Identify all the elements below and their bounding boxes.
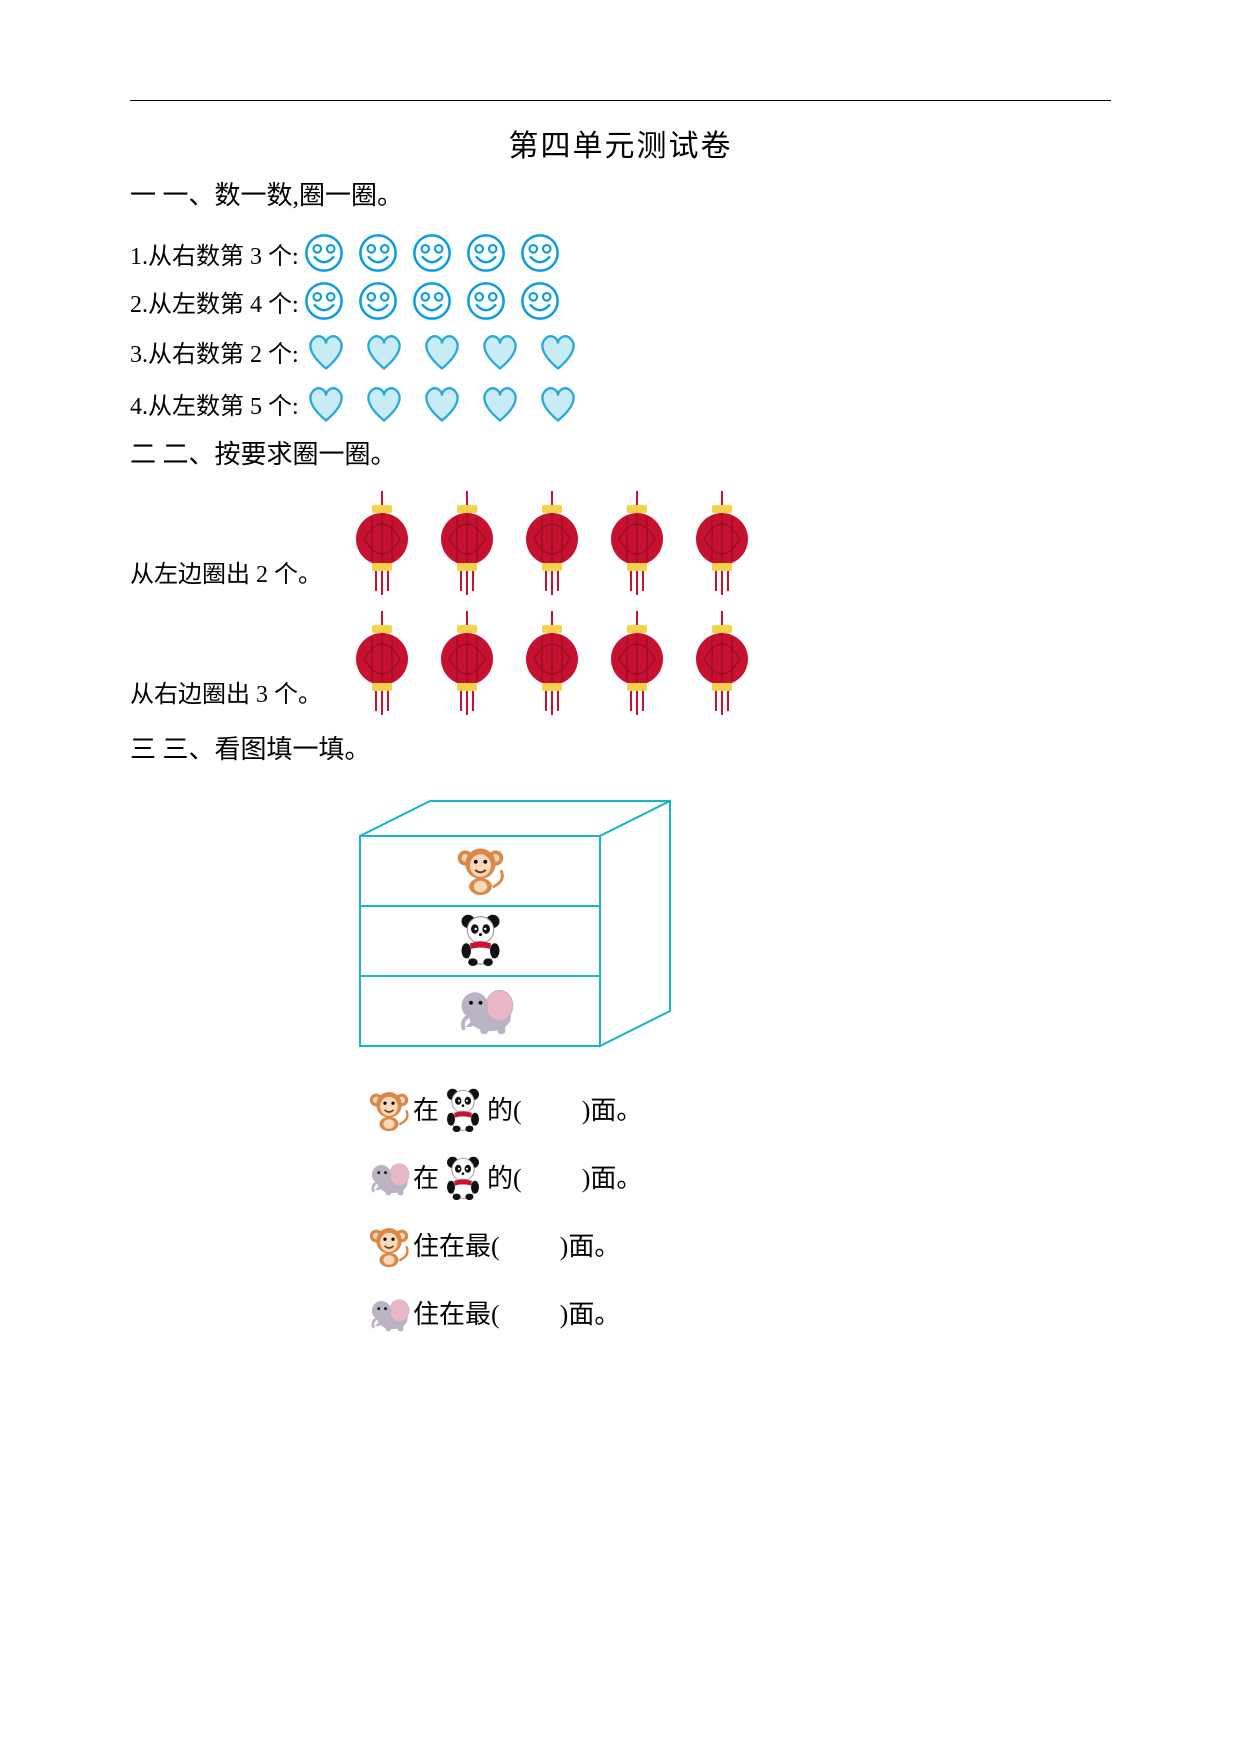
s1-label-0: 1.从右数第 3 个: <box>130 236 299 271</box>
monkey-icon <box>365 1084 413 1132</box>
section1-heading: 一 一、数一数,圈一圈。 <box>130 175 1111 212</box>
smile-icon <box>303 232 345 274</box>
elephant-icon <box>365 1288 413 1336</box>
heart-icon <box>303 380 349 426</box>
section2-row: 从右边圈出 3 个。 <box>130 611 1111 721</box>
lantern-icon <box>437 611 497 721</box>
s3-text-3a: 住在最( <box>413 1294 500 1331</box>
heart-icon <box>419 380 465 426</box>
s1-icons-2 <box>303 328 581 374</box>
section1-rows: 1.从右数第 3 个: 2.从左数第 4 个: <box>130 232 1111 426</box>
lantern-icon <box>607 491 667 601</box>
section2-rows: 从左边圈出 2 个。 <box>130 491 1111 721</box>
section3-lines: 在 的( )面。 在 <box>365 1081 1111 1339</box>
s3-text-2c: )面。 <box>560 1226 621 1263</box>
heart-icon <box>361 328 407 374</box>
smile-icon <box>411 280 453 322</box>
elephant-icon <box>365 1152 413 1200</box>
section2-heading: 二 二、按要求圈一圈。 <box>130 434 1111 471</box>
lantern-icon <box>437 491 497 601</box>
smile-icon <box>411 232 453 274</box>
heart-icon <box>477 380 523 426</box>
section1-row: 1.从右数第 3 个: <box>130 232 1111 274</box>
worksheet-page: 第四单元测试卷 一 一、数一数,圈一圈。 1.从右数第 3 个: 2.从左数第 … <box>0 0 1241 1754</box>
panda-icon <box>439 1084 487 1132</box>
smile-icon <box>465 280 507 322</box>
s2-label-1: 从右边圈出 3 个。 <box>130 674 322 709</box>
lantern-icon <box>692 491 752 601</box>
lantern-icon <box>522 491 582 601</box>
panda-icon <box>439 1152 487 1200</box>
s3-text-1c: )面。 <box>582 1158 643 1195</box>
s3-line-1: 在 的( )面。 <box>365 1149 1111 1203</box>
s3-text-3c: )面。 <box>560 1294 621 1331</box>
s1-icons-0 <box>303 232 561 274</box>
smile-icon <box>519 232 561 274</box>
heart-icon <box>535 328 581 374</box>
lantern-icon <box>352 611 412 721</box>
page-title: 第四单元测试卷 <box>130 121 1111 165</box>
s3-text-1a: 在 <box>413 1158 439 1195</box>
cabinet-svg <box>350 796 690 1056</box>
cabinet-scene <box>350 796 1111 1061</box>
s2-lanterns-0 <box>352 491 752 601</box>
section3-heading: 三 三、看图填一填。 <box>130 729 1111 766</box>
lantern-icon <box>607 611 667 721</box>
s3-text-2a: 住在最( <box>413 1226 500 1263</box>
smile-icon <box>357 280 399 322</box>
s3-line-2: 住在最( )面。 <box>365 1217 1111 1271</box>
s3-text-0a: 在 <box>413 1090 439 1127</box>
smile-icon <box>465 232 507 274</box>
heart-icon <box>303 328 349 374</box>
s2-label-0: 从左边圈出 2 个。 <box>130 554 322 589</box>
s1-label-3: 4.从左数第 5 个: <box>130 386 299 421</box>
heart-icon <box>535 380 581 426</box>
s3-text-0b: 的( <box>487 1090 522 1127</box>
lantern-icon <box>352 491 412 601</box>
heart-icon <box>477 328 523 374</box>
s3-line-3: 住在最( )面。 <box>365 1285 1111 1339</box>
s3-line-0: 在 的( )面。 <box>365 1081 1111 1135</box>
section2-row: 从左边圈出 2 个。 <box>130 491 1111 601</box>
monkey-icon <box>365 1220 413 1268</box>
s1-icons-3 <box>303 380 581 426</box>
top-rule <box>130 100 1111 101</box>
heart-icon <box>361 380 407 426</box>
s2-lanterns-1 <box>352 611 752 721</box>
smile-icon <box>303 280 345 322</box>
section1-row: 4.从左数第 5 个: <box>130 380 1111 426</box>
heart-icon <box>419 328 465 374</box>
s3-text-0c: )面。 <box>582 1090 643 1127</box>
s1-label-2: 3.从右数第 2 个: <box>130 334 299 369</box>
lantern-icon <box>692 611 752 721</box>
smile-icon <box>519 280 561 322</box>
s1-icons-1 <box>303 280 561 322</box>
section1-row: 3.从右数第 2 个: <box>130 328 1111 374</box>
lantern-icon <box>522 611 582 721</box>
s1-label-1: 2.从左数第 4 个: <box>130 284 299 319</box>
section1-row: 2.从左数第 4 个: <box>130 280 1111 322</box>
s3-text-1b: 的( <box>487 1158 522 1195</box>
smile-icon <box>357 232 399 274</box>
